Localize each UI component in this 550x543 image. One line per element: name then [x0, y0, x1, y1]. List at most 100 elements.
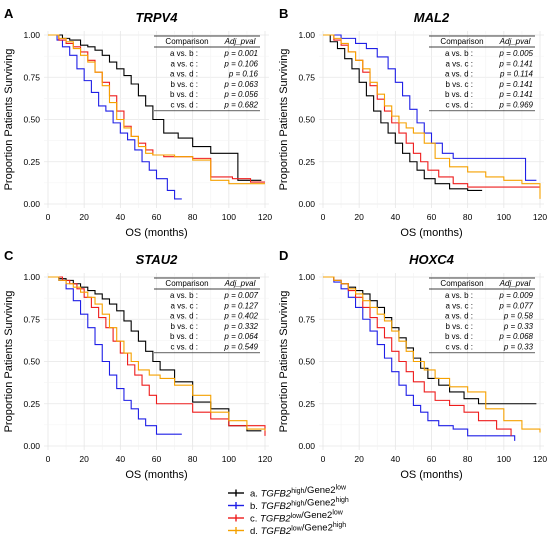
table-cell-comparison: a vs. b : — [445, 49, 473, 58]
table-cell-pval: p = 0.009 — [498, 291, 533, 300]
panel-title: MAL2 — [414, 10, 450, 25]
panel-d: D HOXC4 0 20 40 60 80 100 120 0.00 0.25 0.50 0.75 1.0… — [278, 248, 547, 481]
x-tick-label: 40 — [391, 454, 401, 464]
table-cell-comparison: b vs. d : — [170, 90, 198, 99]
table-header-comparison: Comparison — [165, 37, 208, 46]
table-cell-comparison: a vs. d : — [445, 312, 473, 321]
panel-title: STAU2 — [136, 252, 178, 267]
legend-item-b: b. TGFB2high/Gene2high — [228, 497, 349, 512]
x-tick-label: 0 — [46, 454, 51, 464]
x-tick-label: 80 — [188, 454, 198, 464]
table-cell-pval: p = 0.33 — [503, 322, 534, 331]
y-tick-label: 0.50 — [298, 115, 315, 125]
table-cell-pval: p = 0.141 — [498, 59, 533, 68]
x-tick-label: 80 — [188, 212, 198, 222]
x-tick-label: 60 — [427, 454, 437, 464]
series-a-line — [323, 276, 537, 405]
legend-label-b: b. TGFB2high/Gene2high — [250, 497, 349, 512]
table-header-pval: Adj_pval — [224, 279, 256, 288]
x-tick-label: 60 — [152, 454, 162, 464]
x-tick-label: 120 — [258, 212, 272, 222]
y-tick-label: 0.50 — [23, 357, 40, 367]
series-a-line — [48, 34, 262, 181]
y-tick-label: 1.00 — [298, 272, 315, 282]
y-tick-label: 0.25 — [298, 157, 315, 167]
x-tick-label: 100 — [497, 212, 511, 222]
y-tick-label: 0.75 — [298, 314, 315, 324]
x-tick-label: 40 — [116, 212, 126, 222]
x-tick-label: 100 — [497, 454, 511, 464]
panel-c: C STAU2 0 20 40 60 80 100 120 0.00 0.25 0.50 0.75 1.0… — [3, 248, 272, 481]
table-header-pval: Adj_pval — [224, 37, 256, 46]
table-cell-comparison: b vs. c : — [170, 80, 198, 89]
x-tick-label: 40 — [116, 454, 126, 464]
table-cell-pval: p = 0.064 — [223, 332, 258, 341]
table-header-comparison: Comparison — [440, 37, 483, 46]
series-b-line — [323, 34, 537, 181]
y-axis-label: Proportion Patients Surviving — [3, 49, 15, 191]
x-tick-label: 80 — [463, 454, 473, 464]
x-tick-label: 60 — [152, 212, 162, 222]
table-header-comparison: Comparison — [440, 279, 483, 288]
x-tick-label: 120 — [258, 454, 272, 464]
table-cell-pval: p = 0.58 — [503, 312, 534, 321]
series-d-line — [48, 34, 265, 185]
table-cell-pval: p = 0.068 — [498, 332, 533, 341]
y-tick-label: 0.25 — [23, 157, 40, 167]
legend-item-c: c. TGFB2low/Gene2low — [228, 510, 344, 525]
series-b-line — [323, 276, 516, 441]
y-tick-label: 0.25 — [298, 399, 315, 409]
y-tick-label: 0.00 — [23, 199, 40, 209]
x-tick-label: 80 — [463, 212, 473, 222]
table-cell-comparison: a vs. c : — [170, 301, 198, 310]
table-cell-pval: p = 0.127 — [223, 301, 258, 310]
x-tick-label: 0 — [46, 212, 51, 222]
panel-letter: D — [279, 248, 288, 263]
series-c-line — [323, 276, 512, 436]
table-cell-comparison: c vs. d : — [170, 343, 198, 352]
panel-a: A TRPV4 0 20 40 60 80 100 120 0.00 0.25 0.50 0.75 1.0… — [3, 6, 272, 239]
x-tick-label: 20 — [354, 212, 364, 222]
y-tick-label: 0.75 — [23, 314, 40, 324]
x-tick-label: 20 — [79, 454, 89, 464]
x-tick-label: 120 — [533, 212, 547, 222]
table-cell-pval: p = 0.682 — [223, 101, 258, 110]
y-tick-label: 0.50 — [298, 357, 315, 367]
table-cell-pval: p = 0.007 — [223, 291, 258, 300]
table-cell-comparison: b vs. c : — [445, 80, 473, 89]
table-cell-comparison: b vs. d : — [170, 332, 198, 341]
table-cell-pval: p = 0.005 — [498, 49, 533, 58]
table-cell-pval: p = 0.106 — [223, 59, 258, 68]
table-cell-pval: p = 0.001 — [223, 49, 258, 58]
x-tick-label: 100 — [222, 212, 236, 222]
legend-label-a: a. TGFB2high/Gene2low — [250, 485, 347, 500]
table-cell-pval: p = 0.969 — [498, 101, 533, 110]
table-cell-comparison: a vs. d : — [445, 70, 473, 79]
y-tick-label: 0.00 — [298, 199, 315, 209]
table-cell-pval: p = 0.33 — [503, 343, 534, 352]
y-tick-label: 0.75 — [23, 72, 40, 82]
x-axis-label: OS (months) — [400, 469, 462, 481]
series-a-line — [48, 276, 262, 432]
table-cell-comparison: a vs. c : — [445, 301, 473, 310]
y-tick-label: 0.00 — [298, 441, 315, 451]
y-tick-label: 0.00 — [23, 441, 40, 451]
panel-letter: A — [4, 6, 14, 21]
series-d-line — [48, 276, 266, 431]
legend-item-d: d. TGFB2low/Gene2high — [228, 522, 346, 537]
panel-title: TRPV4 — [136, 10, 179, 25]
y-axis-label: Proportion Patients Surviving — [278, 49, 290, 191]
y-tick-label: 0.75 — [298, 72, 315, 82]
y-tick-label: 0.25 — [23, 399, 40, 409]
panel-title: HOXC4 — [409, 252, 455, 267]
table-cell-pval: p = 0.056 — [223, 90, 258, 99]
table-cell-comparison: a vs. c : — [445, 59, 473, 68]
series-d-line — [323, 34, 541, 199]
table-cell-pval: p = 0.114 — [499, 70, 534, 79]
y-axis-label: Proportion Patients Surviving — [278, 291, 290, 433]
x-tick-label: 40 — [391, 212, 401, 222]
table-header-pval: Adj_pval — [499, 37, 531, 46]
table-cell-comparison: c vs. d : — [445, 343, 473, 352]
table-cell-pval: p = 0.16 — [228, 70, 259, 79]
